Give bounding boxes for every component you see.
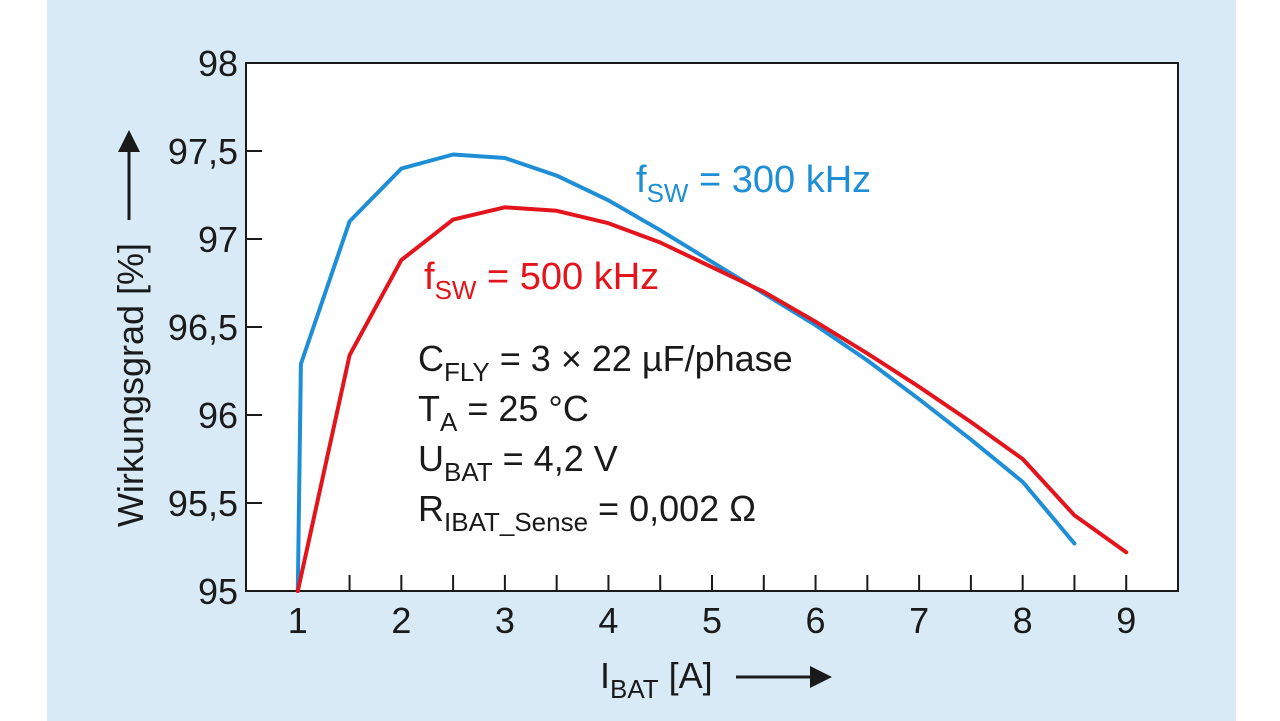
- y-tick-label: 95,5: [168, 483, 238, 524]
- y-axis-arrow-icon: [118, 130, 140, 220]
- series-line-300khz: [295, 152, 1077, 593]
- x-tick-label: 8: [1013, 600, 1033, 641]
- x-tick-label: 5: [702, 600, 722, 641]
- y-tick-label: 96,5: [168, 307, 238, 348]
- series-label-300khz: fSW = 300 kHz: [636, 159, 871, 208]
- annotation-ta: TA = 25 °C: [418, 388, 589, 437]
- x-tick-label: 4: [598, 600, 618, 641]
- plot-area: [245, 62, 1179, 592]
- x-tick-label: 3: [495, 600, 515, 641]
- annotation-rsense: RIBAT_Sense = 0,002 Ω: [418, 488, 756, 537]
- annotation-cfly: CFLY = 3 × 22 µF/phase: [418, 338, 793, 387]
- y-tick-label: 97,5: [168, 131, 238, 172]
- y-tick-label: 95: [198, 571, 238, 612]
- x-tick-label: 2: [391, 600, 411, 641]
- y-tick-label: 96: [198, 395, 238, 436]
- x-axis-arrow-icon: [736, 666, 832, 688]
- x-tick-label: 9: [1116, 600, 1136, 641]
- series-label-500khz: fSW = 500 kHz: [424, 256, 659, 305]
- y-tick-label: 98: [198, 43, 238, 84]
- x-axis-label: IBAT [A]: [600, 655, 713, 704]
- x-tick-label: 6: [806, 600, 826, 641]
- y-axis-label: Wirkungsgrad [%]: [110, 243, 151, 527]
- x-tick-label: 7: [909, 600, 929, 641]
- series-line-500khz: [295, 205, 1129, 593]
- x-tick-label: 1: [288, 600, 308, 641]
- annotation-ubat: UBAT = 4,2 V: [418, 438, 618, 487]
- y-tick-label: 97: [198, 219, 238, 260]
